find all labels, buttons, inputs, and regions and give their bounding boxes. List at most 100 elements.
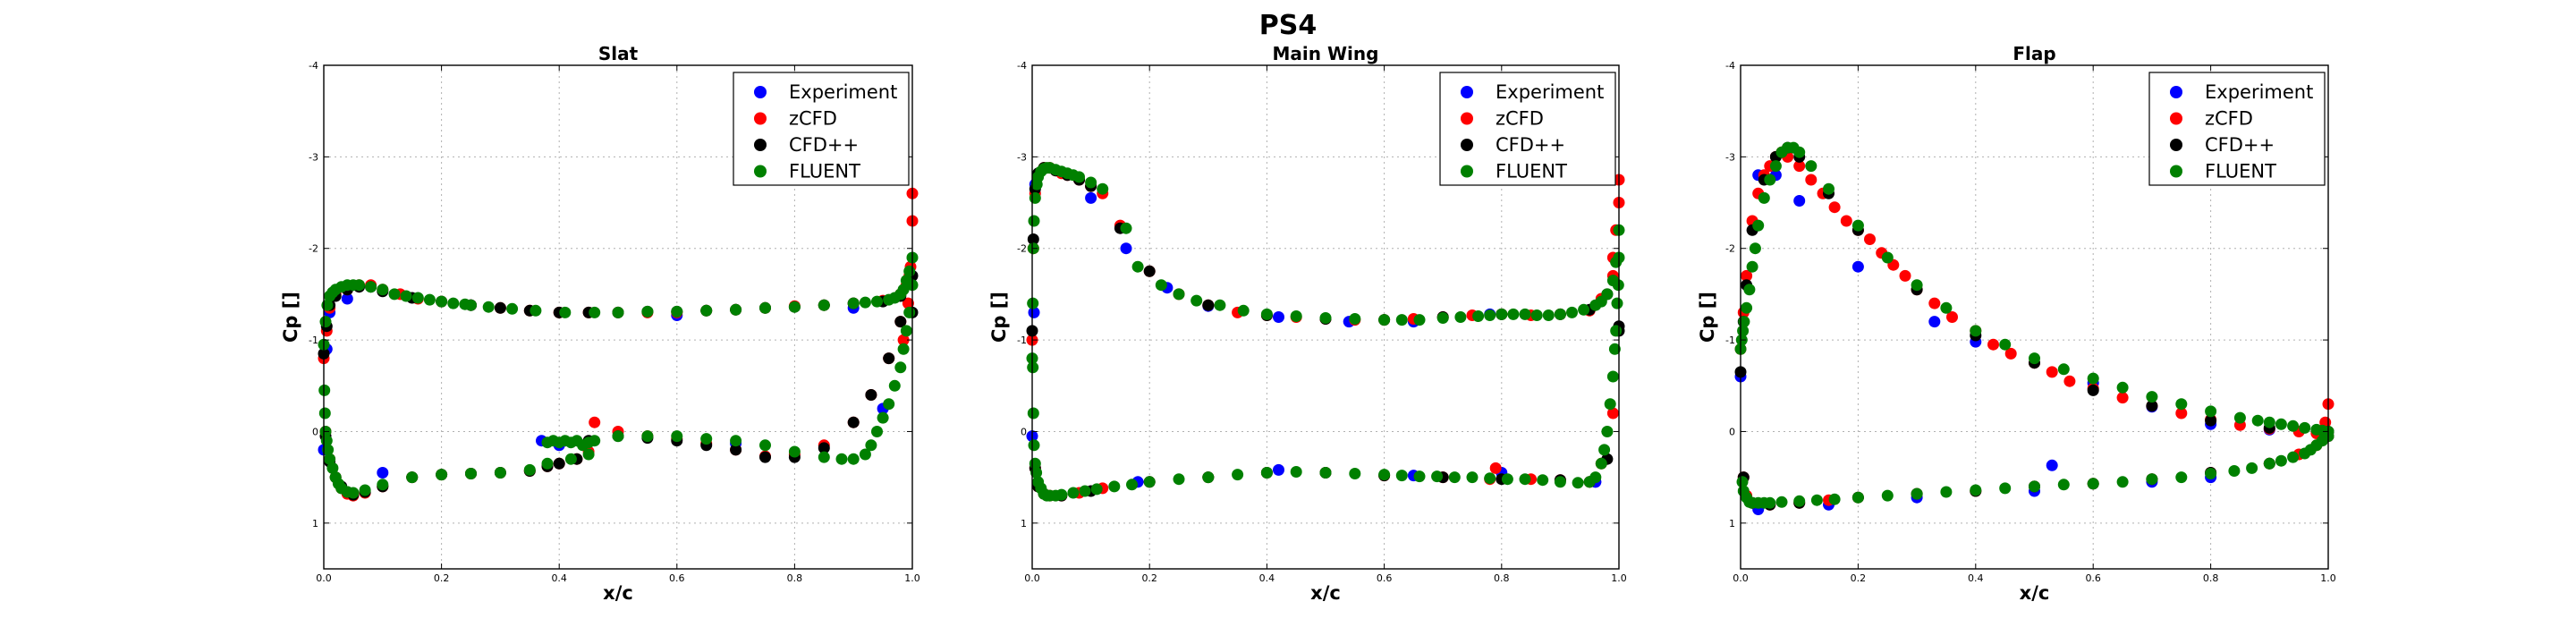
legend-label: Experiment [2205,81,2313,103]
data-point [2004,347,2017,360]
y-tick-label: -3 [1725,151,1735,163]
y-axis-label: Cp [] [280,292,301,343]
data-point [1741,269,1753,282]
data-point [436,295,448,308]
data-point [1484,309,1496,321]
data-point [883,398,895,411]
data-point [319,316,332,328]
legend-label: CFD++ [2205,134,2275,156]
data-point [1970,484,1982,496]
data-point [1537,474,1549,487]
data-point [2087,478,2099,490]
data-point [2057,363,2070,376]
x-tick-label: 0.8 [2203,572,2219,584]
y-tick-label: 1 [312,518,318,530]
data-point [1085,176,1097,189]
data-point [465,468,477,479]
data-point [671,305,683,318]
legend-marker [1461,86,1473,98]
ticks: 0.0 0.2 0.4 0.6 0.8 1.0 -4 -3 -2 -1 0 1 [1017,60,1627,584]
data-point [1928,297,1941,309]
data-point [888,379,901,392]
data-point [1828,493,1841,505]
legend-marker [754,112,767,125]
data-point [589,416,601,428]
data-point [847,453,860,465]
legend-marker [2170,86,2182,98]
x-tick-label: 0.0 [316,572,332,584]
data-point [1793,495,1806,507]
data-point [1378,314,1391,326]
legend-label: CFD++ [789,134,859,156]
data-point [897,284,910,296]
data-point [1736,476,1749,488]
y-tick-label: -1 [1017,335,1027,346]
data-point [1911,487,1923,500]
data-point [541,457,554,470]
x-axis-label: x/c [1310,582,1341,604]
data-point [1999,482,2012,495]
data-point [1758,191,1770,204]
legend-marker [754,86,767,98]
axes-frame [1740,64,2329,570]
data-point [1067,487,1080,499]
series-fluent [318,251,919,499]
data-point [2246,462,2258,474]
x-tick-label: 0.4 [1259,572,1275,584]
data-point [1454,311,1467,323]
data-point [700,433,713,445]
data-point [865,439,877,452]
legend-label: FLUENT [789,161,860,182]
data-point [759,439,771,452]
data-point [847,416,860,428]
data-point [1542,309,1555,321]
data-point [2087,372,2099,385]
data-point [1290,466,1302,478]
data-point [1202,299,1215,311]
data-point [1413,470,1426,483]
data-point [1823,182,1835,195]
data-point [1741,301,1753,314]
ticks: 0.0 0.2 0.4 0.6 0.8 1.0 -4 -3 -2 -1 0 1 [1725,60,2336,584]
y-tick-label: 1 [1021,518,1027,530]
data-point [1413,314,1426,326]
x-tick-label: 1.0 [2320,572,2336,584]
data-point [1608,343,1621,355]
data-point [494,467,506,479]
legend-marker [1461,165,1473,178]
data-point [1472,310,1485,322]
data-point [2275,454,2287,467]
data-point [1793,195,1806,207]
data-point [2116,392,2129,404]
data-point [318,407,331,419]
panel-slat: 0.0 0.2 0.4 0.6 0.8 1.0 -4 -3 -2 -1 0 1 Slat x/c Cp []… [280,43,920,604]
data-point [1805,174,1818,186]
data-point [523,463,536,476]
data-point [1928,316,1941,328]
x-axis-label: x/c [2020,582,2050,604]
data-point [1604,398,1616,411]
legend-label: zCFD [2205,108,2253,130]
data-point [1775,496,1788,508]
data-point [1864,233,1876,245]
legend-marker [1461,112,1473,125]
data-point [897,343,910,355]
data-point [1601,426,1614,437]
y-axis-label: Cp [] [1697,292,1718,343]
data-point [353,279,365,292]
data-point [1431,470,1444,483]
data-point [1237,304,1250,317]
data-point [1436,312,1449,324]
y-tick-label: -3 [1017,151,1027,163]
y-tick-label: -2 [1017,243,1027,255]
x-tick-label: 0.0 [1733,572,1749,584]
panel-title: Slat [598,43,639,64]
data-point [1611,297,1623,309]
data-point [1881,489,1894,502]
data-point [2046,366,2058,378]
figure-title: PS4 [1259,10,1317,41]
legend-marker [2170,165,2182,178]
data-point [1097,182,1109,195]
data-point [730,303,742,316]
data-point [1554,308,1566,320]
